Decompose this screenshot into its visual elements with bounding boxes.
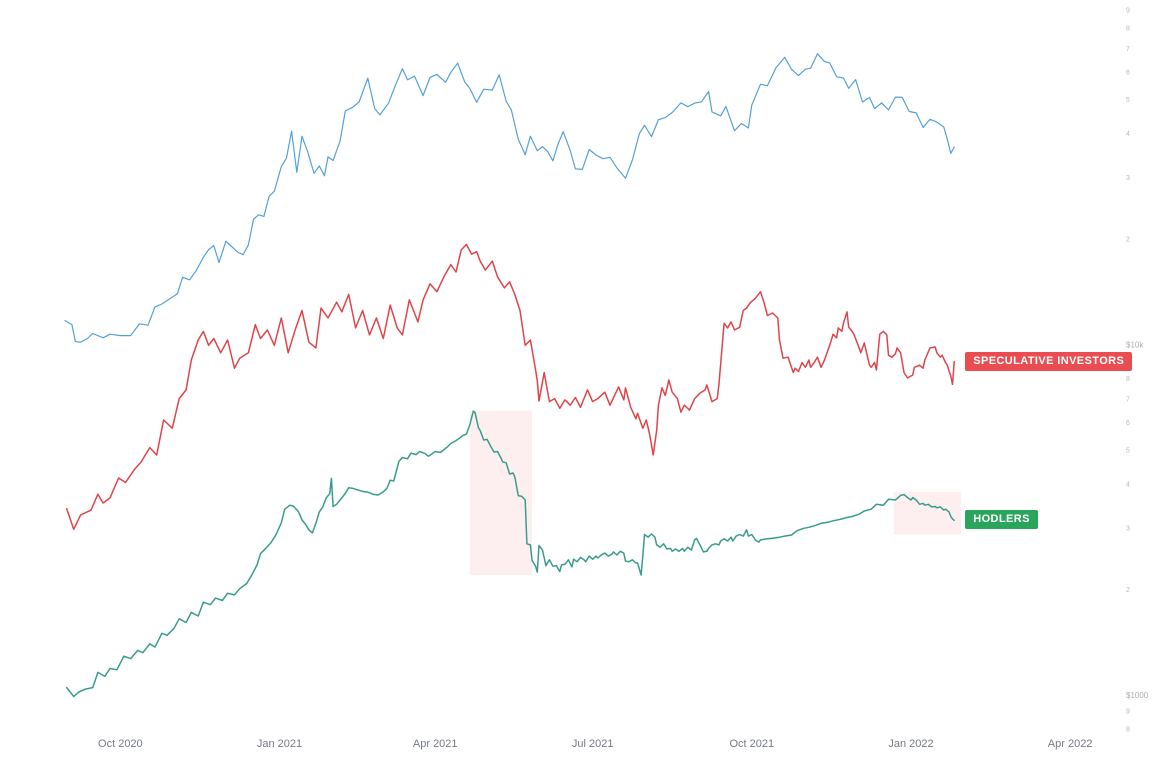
highlight-regions	[469, 410, 962, 575]
x-tick-label: Apr 2021	[413, 738, 458, 750]
x-tick-label: Jan 2022	[888, 738, 933, 750]
chart-series	[64, 53, 955, 698]
y-tick-label: 9	[1126, 8, 1130, 15]
y-tick-label: 4	[1126, 131, 1130, 138]
x-tick-label: Oct 2021	[729, 738, 774, 750]
highlight-box	[469, 410, 533, 575]
highlight-box	[893, 492, 962, 535]
y-tick-label: 7	[1126, 46, 1130, 53]
y-tick-label: 8	[1126, 376, 1130, 383]
y-tick-label: 3	[1126, 175, 1130, 182]
y-tick-label: 5	[1126, 448, 1130, 455]
x-tick-label: Jan 2021	[257, 738, 302, 750]
speculative-investors-badge: SPECULATIVE INVESTORS	[965, 351, 1133, 371]
y-tick-label: 3	[1126, 525, 1130, 532]
hodlers-badge: HODLERS	[965, 510, 1038, 530]
x-axis: Oct 2020 Jan 2021 Apr 2021 Jul 2021 Oct 2021…	[98, 738, 1092, 750]
y-tick-label: 6	[1126, 69, 1130, 76]
hodlers-badge-label: HODLERS	[973, 513, 1030, 526]
y-tick-label: 6	[1126, 420, 1130, 427]
x-tick-label: Jul 2021	[572, 738, 614, 750]
y-tick-label: 5	[1126, 97, 1130, 104]
y-tick-label: 4	[1126, 481, 1130, 488]
y-tick-label: 2	[1126, 587, 1130, 594]
x-tick-label: Apr 2022	[1048, 738, 1093, 750]
y-tick-label: 8	[1126, 726, 1130, 733]
y-tick-label: 7	[1126, 396, 1130, 403]
y-tick-label: 2	[1126, 236, 1130, 243]
y-tick-label: 9	[1126, 709, 1130, 716]
y-tick-label: $10k	[1126, 341, 1144, 350]
y-tick-label: $1000	[1126, 691, 1149, 700]
x-tick-label: Oct 2020	[98, 738, 143, 750]
series-line-speculative-investors	[65, 243, 955, 531]
series-line-hodlers	[65, 410, 955, 698]
speculative-investors-badge-label: SPECULATIVE INVESTORS	[973, 354, 1125, 367]
series-line-price	[64, 53, 955, 343]
y-tick-label: 8	[1126, 25, 1130, 32]
